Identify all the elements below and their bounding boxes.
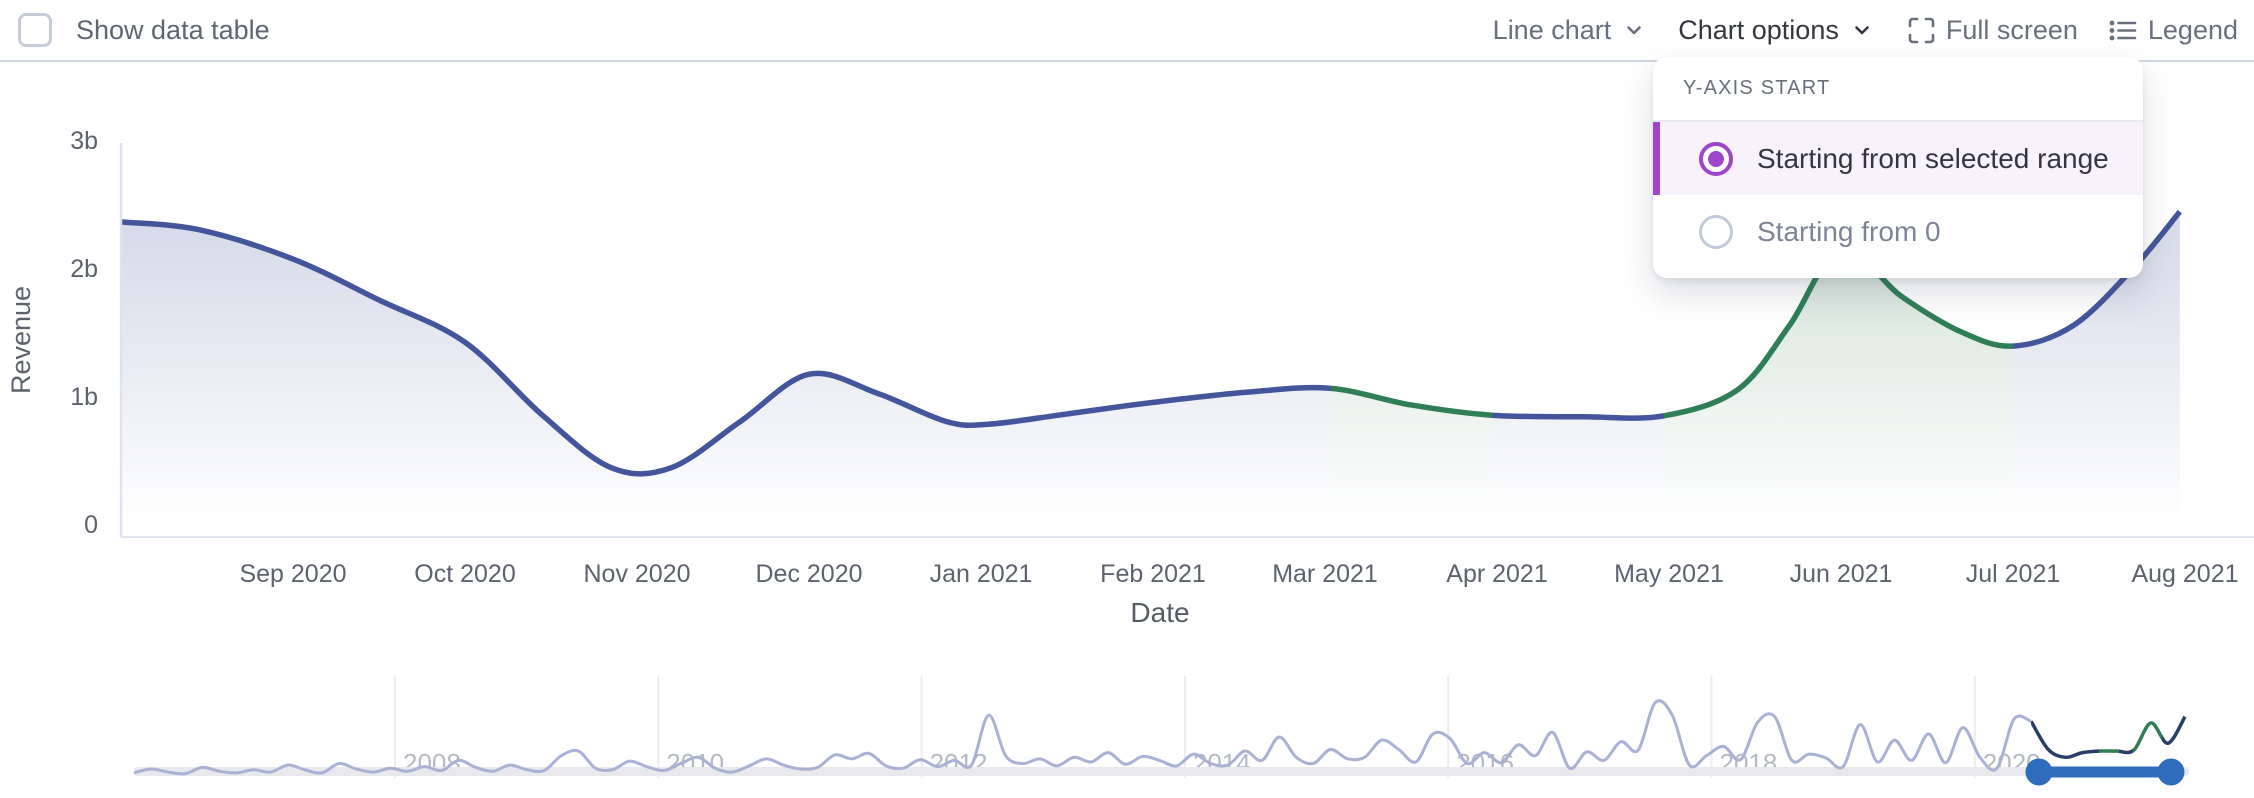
navigator: 2008 2010 2012 2014 2016 2018 2020 (133, 676, 2189, 778)
x-tick-label: Dec 2020 (755, 560, 862, 588)
chart-options-label: Chart options (1678, 14, 1839, 45)
y-tick-label: 1b (70, 383, 98, 411)
time-brush (2025, 758, 2185, 786)
x-tick-label: Oct 2020 (414, 560, 515, 588)
x-tick-label: Jan 2021 (930, 560, 1033, 588)
chart-options-dropdown[interactable]: Chart options (1678, 15, 1876, 46)
option-label: Starting from 0 (1757, 215, 1941, 247)
legend-list-icon (2108, 16, 2139, 45)
x-axis-title: Date (1130, 597, 1189, 628)
x-tick-label: Aug 2021 (2131, 560, 2238, 588)
popover-title: Y-AXIS START (1653, 57, 2143, 122)
radio-selected-icon[interactable] (1699, 141, 1733, 176)
option-label: Starting from selected range (1757, 142, 2109, 174)
selected-accent-bar (1653, 122, 1660, 195)
chart-options-popover: Y-AXIS START Starting from selected rang… (1653, 57, 2143, 278)
show-data-table-label[interactable]: Show data table (76, 14, 270, 45)
x-tick-label: Sep 2020 (239, 560, 346, 588)
chevron-down-icon (1848, 16, 1876, 44)
y-tick-label: 0 (84, 511, 98, 539)
nav-selection-line (2099, 749, 2119, 753)
nav-selection-line (2031, 720, 2099, 760)
fullscreen-icon (1906, 15, 1937, 46)
y-tick-label: 3b (70, 127, 98, 155)
option-starting-from-zero[interactable]: Starting from 0 (1653, 195, 2143, 268)
radio-unselected-icon[interactable] (1699, 214, 1733, 249)
chart-toolbar: Show data table Line chart Chart options (0, 0, 2254, 62)
area-fill-green (1331, 211, 2013, 524)
full-screen-label: Full screen (1945, 14, 2078, 45)
nav-track[interactable] (134, 767, 2189, 776)
x-tick-label: Mar 2021 (1272, 560, 1378, 588)
x-tick-label: Jul 2021 (1966, 560, 2061, 588)
y-tick-label: 2b (70, 255, 98, 283)
brush-handle-left[interactable] (2025, 758, 2053, 786)
x-tick-label: May 2021 (1614, 560, 1724, 588)
show-data-table-checkbox[interactable] (18, 13, 52, 47)
brush-handle-right[interactable] (2157, 758, 2185, 786)
y-axis-title: Revenue (6, 286, 36, 394)
chart-type-label: Line chart (1492, 14, 1612, 45)
x-tick-label: Jun 2021 (1790, 560, 1893, 588)
toolbar-left: Show data table (18, 13, 270, 47)
toolbar-right: Line chart Chart options Full sc (1493, 15, 2238, 46)
x-tick-label: Nov 2020 (583, 560, 690, 588)
chart-type-dropdown[interactable]: Line chart (1493, 15, 1649, 46)
revenue-line-green-highlight (1331, 209, 2013, 477)
main-plot (120, 209, 2182, 524)
x-tick-label: Feb 2021 (1100, 560, 1206, 588)
legend-button[interactable]: Legend (2108, 15, 2238, 46)
full-screen-button[interactable]: Full screen (1906, 15, 2078, 46)
chevron-down-icon (1620, 16, 1648, 44)
nav-selection-line (2133, 721, 2162, 753)
x-tick-label: Apr 2021 (1446, 560, 1547, 588)
axes: 0 1b 2b 3b Sep 2020 Oct 2020 Nov 2020 Dec 2020 J… (6, 127, 2254, 628)
nav-series-line (133, 699, 2032, 776)
option-starting-from-selected-range[interactable]: Starting from selected range (1653, 122, 2143, 195)
legend-label: Legend (2147, 14, 2238, 45)
